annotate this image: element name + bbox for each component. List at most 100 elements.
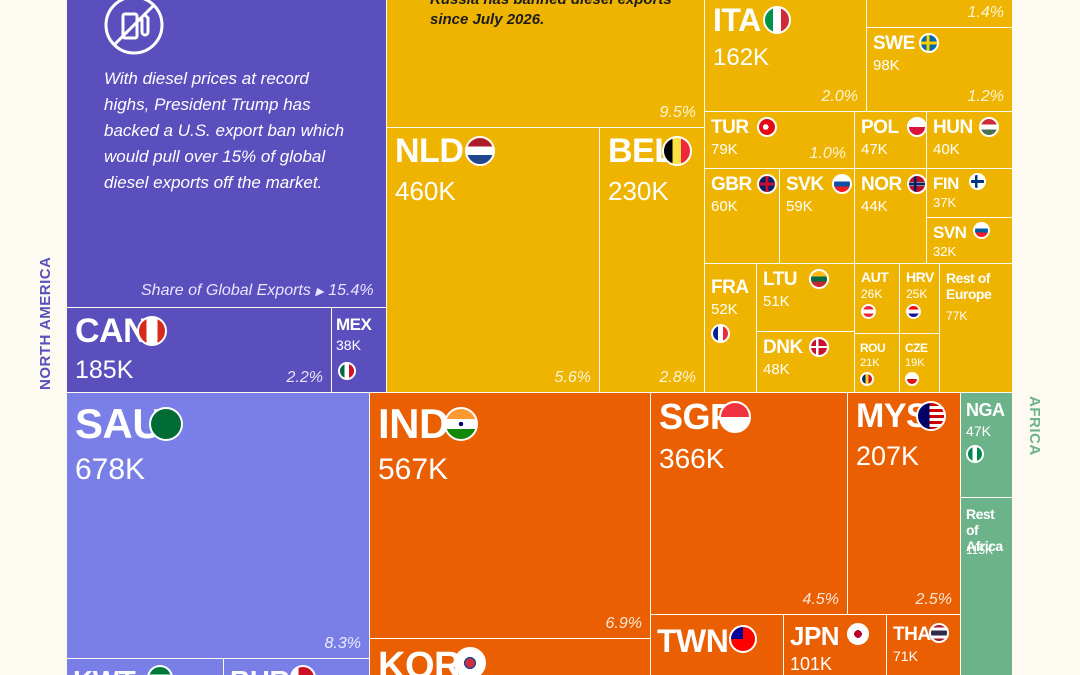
region-label-africa: AFRICA (1026, 396, 1043, 456)
treemap-cell-fra: FRA 52K (705, 264, 757, 393)
uk-flag-icon (757, 174, 777, 194)
country-code-rou: ROU (860, 341, 886, 355)
country-code-bhr: BHR (230, 667, 290, 675)
share-partial-cell-1: 1.4% (967, 4, 1004, 21)
export-value-sgp: 366K (659, 443, 725, 474)
export-value-ita: 162K (713, 44, 770, 71)
country-code-swe: SWE (873, 33, 915, 54)
export-value-nld: 460K (395, 176, 456, 206)
treemap-cell-ita: ITA 162K 2.0% (705, 0, 867, 112)
country-code-gbr: GBR (711, 174, 752, 195)
export-value-mex: 38K (336, 337, 361, 353)
turkey-flag-icon (757, 117, 777, 137)
treemap-cell-russia-note: 9.5% (387, 0, 705, 128)
treemap-cell-usa-ban (67, 0, 387, 308)
canada-flag-icon (137, 316, 167, 346)
treemap-cell-twn: TWN (651, 615, 784, 675)
export-value-pol: 47K (861, 141, 888, 158)
lithuania-flag-icon (809, 269, 829, 289)
export-value-svk: 59K (786, 198, 813, 215)
treemap-cell-kwt: KWT (67, 659, 224, 675)
treemap-cell-fin: FIN 37K (927, 169, 1013, 218)
croatia-flag-icon (906, 304, 921, 319)
treemap-cell-jpn: JPN 101K (784, 615, 887, 675)
poland-flag-icon (907, 117, 926, 137)
france-flag-icon (711, 324, 730, 343)
export-ban-note: With diesel prices at record highs, Pres… (104, 69, 345, 192)
country-code-hrv: HRV (906, 269, 934, 285)
share-label-value: 15.4% (328, 282, 374, 299)
export-value-cze: 19K (905, 357, 925, 369)
share-partial-cell-0: 9.5% (659, 104, 696, 121)
export-value-bel: 230K (608, 176, 669, 206)
treemap-cell-swe: SWE 98K 1.2% (867, 28, 1013, 112)
treemap-cell-nor: NOR 44K (855, 169, 927, 264)
export-value-jpn: 101K (790, 654, 833, 674)
treemap-cell-bhr: BHR (224, 659, 370, 675)
japan-flag-icon (847, 623, 869, 645)
sweden-flag-icon (919, 33, 939, 53)
nigeria-flag-icon (966, 445, 984, 463)
share-nld: 5.6% (554, 369, 591, 386)
slovenia-flag-icon (973, 222, 990, 239)
export-value-dnk: 48K (763, 361, 790, 378)
country-code-svn: SVN (933, 223, 967, 242)
country-code-can: CAN (75, 312, 148, 350)
saudi-arabia-flag-icon (149, 407, 183, 441)
country-code-hun: HUN (933, 117, 973, 138)
treemap-cell-nld: NLD 460K 5.6% (387, 128, 600, 393)
netherlands-flag-icon (465, 136, 495, 166)
share-of-exports-label: Share of Global Exports ▶ 15.4% (141, 282, 374, 300)
bahrain-flag-icon (290, 665, 316, 675)
country-code-jpn: JPN (790, 621, 840, 651)
treemap-cell-sgp: SGP 366K 4.5% (651, 393, 848, 615)
country-code-sau: SAU (75, 400, 163, 447)
country-code-ind: IND (378, 400, 449, 447)
export-value-rest-of-africa: 115K (966, 543, 994, 557)
top-note: Russia has banned diesel exports since J… (430, 0, 672, 28)
treemap-cell-gbr: GBR 60K (705, 169, 780, 264)
austria-flag-icon (861, 304, 876, 319)
treemap-cell-tur: TUR 79K 1.0% (705, 112, 855, 169)
export-value-ltu: 51K (763, 293, 790, 310)
triangle-right-icon: ▶ (315, 286, 324, 298)
country-code-mex: MEX (336, 315, 372, 334)
share-ind: 6.9% (605, 615, 642, 632)
share-label-text: Share of Global Exports (141, 282, 311, 299)
treemap-cell-mys: MYS 207K 2.5% (848, 393, 961, 615)
country-code-dnk: DNK (763, 337, 803, 358)
country-code-fra: FRA (711, 277, 749, 298)
export-value-can: 185K (75, 356, 134, 384)
treemap-cell-svk: SVK 59K (780, 169, 855, 264)
export-value-mys: 207K (856, 441, 920, 471)
export-value-svn: 32K (933, 244, 957, 259)
treemap-cell-svn: SVN 32K (927, 218, 1013, 264)
share-tur: 1.0% (809, 145, 846, 162)
country-code-cze: CZE (905, 341, 928, 355)
malaysia-flag-icon (916, 401, 946, 431)
singapore-flag-icon (719, 401, 751, 433)
treemap-cell-rou: ROU 21K (855, 334, 900, 393)
treemap-cell-dnk: DNK 48K (757, 332, 855, 393)
thailand-flag-icon (929, 623, 949, 643)
czechia-flag-icon (905, 372, 919, 386)
no-fuel-pump-icon (103, 0, 165, 56)
country-code-nor: NOR (861, 174, 902, 195)
export-value-fra: 52K (711, 301, 738, 318)
country-code-rest-of-europe: Rest of Europe (946, 270, 992, 303)
treemap-cell-rest-of-africa: Rest of Africa 115K (961, 498, 1013, 675)
export-value-hrv: 25K (906, 287, 928, 301)
treemap-cell-hun: HUN 40K (927, 112, 1013, 169)
share-mys: 2.5% (915, 591, 952, 608)
country-code-kwt: KWT (73, 667, 136, 675)
country-code-ltu: LTU (763, 269, 798, 290)
country-code-svk: SVK (786, 174, 824, 195)
export-value-fin: 37K (933, 195, 957, 210)
share-sgp: 4.5% (802, 591, 839, 608)
south-korea-flag-icon (454, 647, 486, 675)
romania-flag-icon (860, 372, 874, 386)
export-value-ind: 567K (378, 453, 449, 486)
region-label-north-america: NORTH AMERICA (37, 256, 54, 390)
country-code-nga: NGA (966, 400, 1005, 420)
